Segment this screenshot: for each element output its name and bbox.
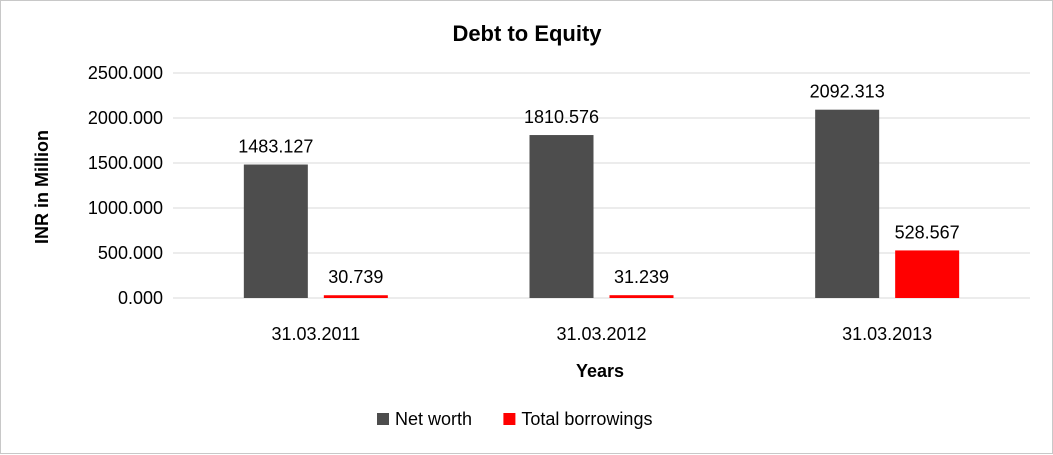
y-tick-label: 1000.000 — [88, 198, 163, 218]
legend-label: Total borrowings — [521, 409, 652, 429]
data-labels: 1483.127 30.739 1810.576 31.239 2092.313 528.… — [238, 82, 959, 288]
bar — [895, 250, 960, 298]
y-tick-label: 1500.000 — [88, 153, 163, 173]
y-axis-title: INR in Million — [32, 130, 52, 244]
data-label: 31.239 — [614, 267, 669, 287]
bar — [815, 109, 880, 298]
bar — [243, 164, 308, 298]
chart-title: Debt to Equity — [452, 21, 602, 46]
bar — [529, 135, 594, 298]
data-label: 1810.576 — [524, 107, 599, 127]
y-tick-label: 500.000 — [98, 243, 163, 263]
legend-swatch — [503, 413, 516, 425]
legend-item: Net worth — [377, 409, 472, 429]
data-label: 2092.313 — [810, 82, 885, 102]
data-label: 528.567 — [895, 222, 960, 242]
legend-item: Total borrowings — [503, 409, 652, 429]
x-tick-label: 31.03.2013 — [842, 324, 932, 344]
y-axis-ticks: 0.000 500.000 1000.000 1500.000 2000.000 2500… — [88, 63, 163, 308]
x-tick-label: 31.03.2011 — [271, 324, 360, 344]
bar — [609, 295, 674, 298]
bar — [323, 295, 388, 298]
legend: Net worth Total borrowings — [377, 409, 652, 429]
bars — [243, 109, 960, 298]
data-label: 1483.127 — [238, 137, 313, 157]
legend-label: Net worth — [395, 409, 472, 429]
legend-swatch — [377, 413, 389, 425]
x-axis-ticks: 31.03.2011 31.03.2012 31.03.2013 — [271, 324, 932, 344]
y-tick-label: 0.000 — [118, 288, 163, 308]
x-tick-label: 31.03.2012 — [556, 324, 646, 344]
y-tick-label: 2000.000 — [88, 108, 163, 128]
x-axis-title: Years — [576, 361, 624, 381]
data-label: 30.739 — [328, 267, 383, 287]
gridlines — [173, 72, 1030, 299]
y-tick-label: 2500.000 — [88, 63, 163, 83]
